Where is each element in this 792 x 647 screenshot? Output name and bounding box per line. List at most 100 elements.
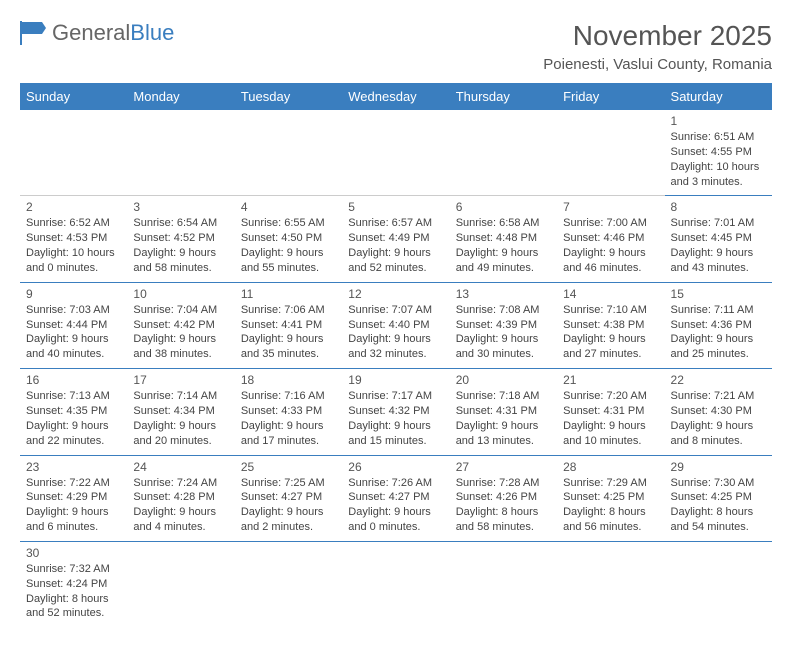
- day-header: Friday: [557, 83, 664, 110]
- daylight-text: Daylight: 9 hours and 49 minutes.: [456, 246, 551, 276]
- sunrise-text: Sunrise: 6:54 AM: [133, 216, 228, 231]
- daylight-text: Daylight: 8 hours and 52 minutes.: [26, 592, 121, 622]
- calendar-cell: 13Sunrise: 7:08 AMSunset: 4:39 PMDayligh…: [450, 282, 557, 368]
- day-header: Sunday: [20, 83, 127, 110]
- calendar-cell: 23Sunrise: 7:22 AMSunset: 4:29 PMDayligh…: [20, 455, 127, 541]
- sunrise-text: Sunrise: 7:30 AM: [671, 476, 766, 491]
- day-info: Sunrise: 6:55 AMSunset: 4:50 PMDaylight:…: [241, 216, 336, 275]
- daylight-text: Daylight: 9 hours and 8 minutes.: [671, 419, 766, 449]
- day-header: Tuesday: [235, 83, 342, 110]
- sunrise-text: Sunrise: 7:06 AM: [241, 303, 336, 318]
- day-number: 14: [563, 287, 658, 301]
- calendar-cell: [450, 541, 557, 627]
- sunrise-text: Sunrise: 7:24 AM: [133, 476, 228, 491]
- flag-icon: [20, 21, 48, 45]
- daylight-text: Daylight: 10 hours and 3 minutes.: [671, 160, 766, 190]
- sunrise-text: Sunrise: 6:58 AM: [456, 216, 551, 231]
- calendar-cell: 28Sunrise: 7:29 AMSunset: 4:25 PMDayligh…: [557, 455, 664, 541]
- calendar-week: 16Sunrise: 7:13 AMSunset: 4:35 PMDayligh…: [20, 369, 772, 455]
- day-info: Sunrise: 7:13 AMSunset: 4:35 PMDaylight:…: [26, 389, 121, 448]
- sunrise-text: Sunrise: 6:57 AM: [348, 216, 443, 231]
- title-block: November 2025 Poienesti, Vaslui County, …: [543, 20, 772, 73]
- sunset-text: Sunset: 4:42 PM: [133, 318, 228, 333]
- day-info: Sunrise: 7:00 AMSunset: 4:46 PMDaylight:…: [563, 216, 658, 275]
- day-number: 27: [456, 460, 551, 474]
- sunrise-text: Sunrise: 7:10 AM: [563, 303, 658, 318]
- sunrise-text: Sunrise: 7:20 AM: [563, 389, 658, 404]
- calendar-cell: 5Sunrise: 6:57 AMSunset: 4:49 PMDaylight…: [342, 196, 449, 282]
- day-info: Sunrise: 7:32 AMSunset: 4:24 PMDaylight:…: [26, 562, 121, 621]
- day-number: 15: [671, 287, 766, 301]
- day-number: 25: [241, 460, 336, 474]
- calendar-cell: 9Sunrise: 7:03 AMSunset: 4:44 PMDaylight…: [20, 282, 127, 368]
- sunset-text: Sunset: 4:40 PM: [348, 318, 443, 333]
- calendar-cell: 4Sunrise: 6:55 AMSunset: 4:50 PMDaylight…: [235, 196, 342, 282]
- calendar-cell: [557, 541, 664, 627]
- calendar-week: 30Sunrise: 7:32 AMSunset: 4:24 PMDayligh…: [20, 541, 772, 627]
- daylight-text: Daylight: 9 hours and 0 minutes.: [348, 505, 443, 535]
- day-number: 29: [671, 460, 766, 474]
- calendar-cell: [20, 110, 127, 196]
- day-header: Saturday: [665, 83, 772, 110]
- day-info: Sunrise: 7:16 AMSunset: 4:33 PMDaylight:…: [241, 389, 336, 448]
- sunset-text: Sunset: 4:26 PM: [456, 490, 551, 505]
- calendar-cell: [235, 110, 342, 196]
- sunset-text: Sunset: 4:31 PM: [563, 404, 658, 419]
- calendar-cell: 10Sunrise: 7:04 AMSunset: 4:42 PMDayligh…: [127, 282, 234, 368]
- day-number: 23: [26, 460, 121, 474]
- daylight-text: Daylight: 9 hours and 2 minutes.: [241, 505, 336, 535]
- day-number: 1: [671, 114, 766, 128]
- daylight-text: Daylight: 9 hours and 30 minutes.: [456, 332, 551, 362]
- calendar-cell: 3Sunrise: 6:54 AMSunset: 4:52 PMDaylight…: [127, 196, 234, 282]
- sunset-text: Sunset: 4:44 PM: [26, 318, 121, 333]
- sunset-text: Sunset: 4:38 PM: [563, 318, 658, 333]
- sunrise-text: Sunrise: 7:16 AM: [241, 389, 336, 404]
- day-info: Sunrise: 7:24 AMSunset: 4:28 PMDaylight:…: [133, 476, 228, 535]
- calendar-cell: 7Sunrise: 7:00 AMSunset: 4:46 PMDaylight…: [557, 196, 664, 282]
- calendar-week: 9Sunrise: 7:03 AMSunset: 4:44 PMDaylight…: [20, 282, 772, 368]
- day-info: Sunrise: 7:06 AMSunset: 4:41 PMDaylight:…: [241, 303, 336, 362]
- calendar-cell: 1Sunrise: 6:51 AMSunset: 4:55 PMDaylight…: [665, 110, 772, 196]
- day-info: Sunrise: 6:57 AMSunset: 4:49 PMDaylight:…: [348, 216, 443, 275]
- calendar-cell: 26Sunrise: 7:26 AMSunset: 4:27 PMDayligh…: [342, 455, 449, 541]
- daylight-text: Daylight: 9 hours and 32 minutes.: [348, 332, 443, 362]
- sunset-text: Sunset: 4:52 PM: [133, 231, 228, 246]
- sunset-text: Sunset: 4:55 PM: [671, 145, 766, 160]
- day-number: 22: [671, 373, 766, 387]
- daylight-text: Daylight: 9 hours and 17 minutes.: [241, 419, 336, 449]
- day-info: Sunrise: 7:30 AMSunset: 4:25 PMDaylight:…: [671, 476, 766, 535]
- calendar-cell: [235, 541, 342, 627]
- sunrise-text: Sunrise: 7:11 AM: [671, 303, 766, 318]
- calendar-header-row: Sunday Monday Tuesday Wednesday Thursday…: [20, 83, 772, 110]
- sunset-text: Sunset: 4:46 PM: [563, 231, 658, 246]
- day-number: 8: [671, 200, 766, 214]
- daylight-text: Daylight: 8 hours and 58 minutes.: [456, 505, 551, 535]
- calendar-cell: [342, 110, 449, 196]
- sunset-text: Sunset: 4:25 PM: [563, 490, 658, 505]
- daylight-text: Daylight: 9 hours and 55 minutes.: [241, 246, 336, 276]
- calendar-cell: 8Sunrise: 7:01 AMSunset: 4:45 PMDaylight…: [665, 196, 772, 282]
- sunrise-text: Sunrise: 7:07 AM: [348, 303, 443, 318]
- day-info: Sunrise: 7:25 AMSunset: 4:27 PMDaylight:…: [241, 476, 336, 535]
- day-info: Sunrise: 7:29 AMSunset: 4:25 PMDaylight:…: [563, 476, 658, 535]
- day-info: Sunrise: 7:07 AMSunset: 4:40 PMDaylight:…: [348, 303, 443, 362]
- day-info: Sunrise: 6:54 AMSunset: 4:52 PMDaylight:…: [133, 216, 228, 275]
- day-number: 24: [133, 460, 228, 474]
- calendar-cell: 16Sunrise: 7:13 AMSunset: 4:35 PMDayligh…: [20, 369, 127, 455]
- daylight-text: Daylight: 10 hours and 0 minutes.: [26, 246, 121, 276]
- calendar-cell: 17Sunrise: 7:14 AMSunset: 4:34 PMDayligh…: [127, 369, 234, 455]
- calendar-cell: 14Sunrise: 7:10 AMSunset: 4:38 PMDayligh…: [557, 282, 664, 368]
- day-number: 26: [348, 460, 443, 474]
- calendar-table: Sunday Monday Tuesday Wednesday Thursday…: [20, 83, 772, 627]
- sunrise-text: Sunrise: 7:03 AM: [26, 303, 121, 318]
- sunrise-text: Sunrise: 7:18 AM: [456, 389, 551, 404]
- sunset-text: Sunset: 4:50 PM: [241, 231, 336, 246]
- daylight-text: Daylight: 9 hours and 15 minutes.: [348, 419, 443, 449]
- calendar-week: 2Sunrise: 6:52 AMSunset: 4:53 PMDaylight…: [20, 196, 772, 282]
- sunset-text: Sunset: 4:27 PM: [241, 490, 336, 505]
- sunrise-text: Sunrise: 7:25 AM: [241, 476, 336, 491]
- sunset-text: Sunset: 4:27 PM: [348, 490, 443, 505]
- sunset-text: Sunset: 4:30 PM: [671, 404, 766, 419]
- logo-text-blue: Blue: [130, 20, 174, 45]
- calendar-cell: 27Sunrise: 7:28 AMSunset: 4:26 PMDayligh…: [450, 455, 557, 541]
